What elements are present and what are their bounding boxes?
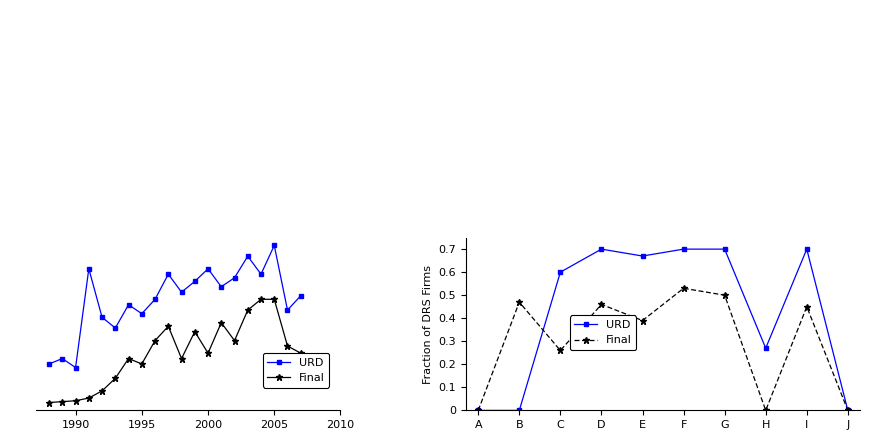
URD [123,302,134,307]
Final [761,408,771,413]
URD [282,308,293,313]
URD [177,289,187,295]
URD [296,293,306,299]
URD [110,325,121,330]
URD [216,284,227,289]
URD [255,272,266,277]
URD [269,243,280,248]
URD [514,408,525,413]
Final [216,320,227,325]
Final [255,297,266,302]
Final [514,299,525,305]
Final [177,356,187,361]
URD [97,314,108,320]
URD [70,365,81,370]
URD [163,272,174,277]
Final [719,292,730,298]
Final [123,356,134,361]
URD [719,247,730,252]
Final [243,308,254,313]
URD [57,356,68,361]
Final [202,351,213,356]
URD [555,270,565,275]
Legend: URD, Final: URD, Final [570,315,636,350]
Final [296,351,306,356]
URD [761,346,771,351]
Line: URD: URD [47,243,303,370]
URD [44,361,55,366]
URD [83,266,94,271]
Final [70,398,81,403]
URD [801,247,812,252]
Final [269,297,280,302]
Final [189,329,200,334]
Final [163,324,174,329]
Y-axis label: Fraction of DRS Firms: Fraction of DRS Firms [423,264,433,384]
URD [189,279,200,284]
URD [637,254,648,259]
Line: URD: URD [476,247,850,413]
Final [83,395,94,400]
Final [596,302,607,307]
URD [596,247,607,252]
URD [150,297,160,302]
URD [202,266,213,271]
URD [678,247,689,252]
Final [678,286,689,291]
Final [150,338,160,343]
URD [136,311,147,316]
Line: Final: Final [475,285,851,414]
Final [282,343,293,349]
Final [473,408,484,413]
Final [44,400,55,405]
Final [136,361,147,366]
URD [842,408,853,413]
Final [637,318,648,323]
URD [243,254,254,259]
Final [110,376,121,381]
Final [801,304,812,309]
Line: Final: Final [46,296,305,406]
URD [229,275,240,280]
Final [842,408,853,413]
Final [97,388,108,394]
Legend: URD, Final: URD, Final [263,353,329,388]
Final [555,348,565,353]
URD [473,408,484,413]
Final [229,338,240,343]
Final [57,399,68,404]
